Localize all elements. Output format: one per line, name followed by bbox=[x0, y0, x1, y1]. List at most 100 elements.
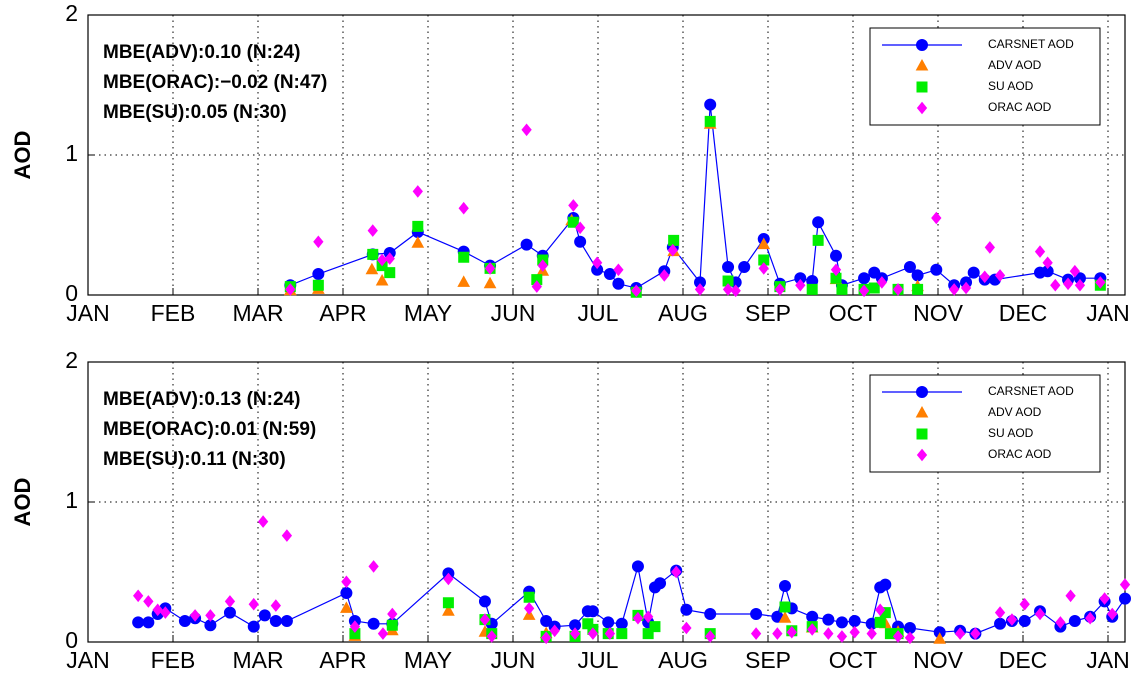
y-axis-label: AOD bbox=[10, 131, 35, 180]
data-point bbox=[1062, 277, 1074, 291]
data-point bbox=[387, 607, 398, 621]
data-point bbox=[189, 609, 201, 622]
data-point bbox=[681, 621, 692, 635]
data-point bbox=[1018, 615, 1031, 627]
data-point bbox=[892, 630, 904, 643]
data-point bbox=[142, 616, 155, 629]
data-point bbox=[680, 603, 693, 616]
y-tick-label: 0 bbox=[65, 627, 78, 653]
x-tick-label: AUG bbox=[658, 300, 708, 326]
data-point bbox=[875, 603, 886, 617]
axes-frame bbox=[87, 14, 1126, 296]
data-point bbox=[412, 220, 424, 232]
x-tick-label: JAN bbox=[66, 647, 109, 673]
data-point bbox=[779, 580, 791, 592]
x-tick-label: JUL bbox=[578, 647, 619, 673]
data-point bbox=[930, 263, 943, 276]
x-tick-label: DEC bbox=[999, 300, 1048, 326]
data-point bbox=[1099, 592, 1110, 605]
data-point bbox=[631, 284, 642, 298]
data-point bbox=[269, 615, 282, 627]
x-tick-label: MAR bbox=[232, 300, 283, 326]
data-point bbox=[521, 123, 532, 137]
data-point bbox=[722, 261, 735, 273]
data-point bbox=[367, 248, 379, 260]
data-point bbox=[247, 620, 260, 633]
data-point bbox=[569, 627, 581, 640]
x-tick-label: JUN bbox=[491, 300, 536, 326]
data-point bbox=[541, 631, 552, 645]
data-point bbox=[574, 235, 587, 248]
data-point bbox=[524, 602, 535, 615]
axes-frame bbox=[87, 361, 1126, 643]
data-point bbox=[722, 275, 734, 287]
data-point bbox=[671, 565, 682, 579]
data-point bbox=[384, 252, 395, 265]
data-point bbox=[549, 624, 560, 638]
data-point bbox=[994, 617, 1007, 630]
data-point bbox=[375, 273, 389, 286]
data-point bbox=[458, 251, 470, 263]
legend-marker bbox=[916, 39, 928, 51]
data-point bbox=[586, 605, 599, 618]
data-point bbox=[1069, 264, 1080, 278]
data-point bbox=[520, 238, 533, 251]
data-point bbox=[603, 268, 616, 280]
x-tick-label: JUN bbox=[491, 647, 536, 673]
data-point bbox=[368, 560, 379, 573]
data-point bbox=[281, 529, 293, 542]
y-tick-label: 1 bbox=[65, 487, 78, 513]
data-point bbox=[836, 283, 848, 295]
x-tick-label: FEB bbox=[151, 647, 196, 673]
data-point bbox=[1055, 616, 1066, 629]
data-point bbox=[807, 623, 818, 636]
y-tick-label: 2 bbox=[65, 347, 78, 373]
data-point bbox=[858, 284, 870, 298]
data-point bbox=[822, 613, 835, 626]
data-point bbox=[979, 270, 990, 284]
data-point bbox=[442, 604, 455, 616]
data-point bbox=[704, 608, 717, 620]
annotation: MBE(SU):0.11 (N:30) bbox=[103, 449, 286, 470]
data-point bbox=[778, 611, 792, 623]
data-point bbox=[931, 211, 942, 225]
data-point bbox=[1034, 607, 1046, 621]
subplot: 0 1 2 JAN FEB MAR APR MAY JUN JUL AUG SEP OCT NOV DEC J… bbox=[10, 347, 1130, 673]
data-point bbox=[575, 221, 586, 235]
data-point bbox=[386, 619, 398, 631]
legend-marker bbox=[916, 386, 928, 398]
data-point bbox=[540, 615, 553, 627]
data-point bbox=[592, 256, 603, 270]
data-point bbox=[879, 578, 892, 591]
data-point bbox=[483, 276, 497, 289]
data-point bbox=[377, 627, 389, 640]
y-tick-label: 1 bbox=[65, 140, 78, 166]
data-point bbox=[313, 235, 324, 249]
legend-label: CARSNET AOD bbox=[988, 37, 1074, 51]
y-axis-label: AOD bbox=[10, 478, 35, 527]
data-point bbox=[758, 262, 769, 275]
x-tick-label: NOV bbox=[913, 647, 964, 673]
legend-box bbox=[869, 374, 1101, 473]
data-point bbox=[1119, 592, 1131, 605]
data-point bbox=[613, 263, 624, 277]
data-point bbox=[442, 597, 454, 609]
x-tick-label: MAR bbox=[232, 647, 283, 673]
data-point bbox=[365, 262, 379, 275]
data-point bbox=[649, 621, 661, 633]
data-point bbox=[178, 615, 191, 627]
data-point bbox=[615, 617, 628, 630]
data-point bbox=[587, 627, 599, 640]
legend-marker bbox=[916, 448, 928, 462]
data-point bbox=[478, 595, 491, 608]
data-point bbox=[795, 278, 806, 292]
data-point bbox=[1050, 278, 1061, 292]
data-point bbox=[643, 610, 654, 624]
y-tick-label: 2 bbox=[65, 0, 78, 26]
data-point bbox=[984, 241, 995, 254]
data-point bbox=[738, 261, 751, 273]
data-point bbox=[531, 280, 542, 293]
series-line bbox=[290, 104, 1101, 289]
legend-marker bbox=[915, 405, 929, 418]
data-point bbox=[205, 609, 216, 622]
